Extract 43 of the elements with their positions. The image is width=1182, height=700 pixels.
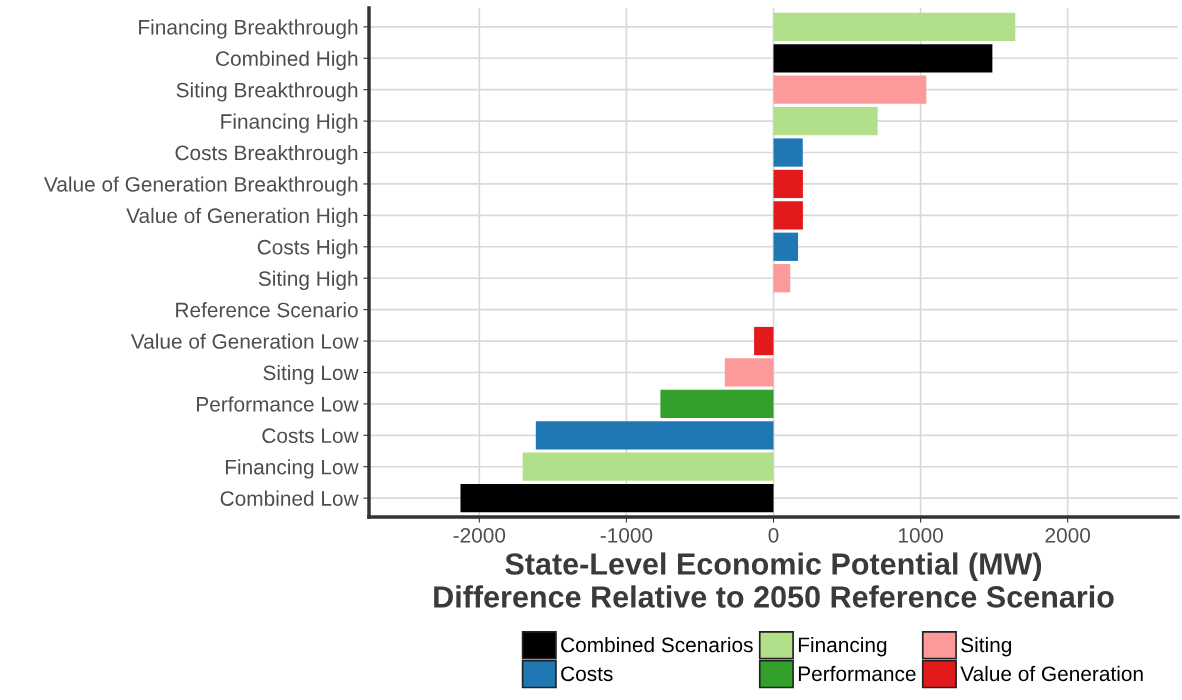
legend-label: Costs (561, 666, 613, 682)
x-tick-label: -2000 (453, 527, 506, 543)
legend-label: Financing (798, 636, 887, 657)
y-tick-label: Siting High (258, 270, 358, 291)
x-tick-label: 1000 (899, 527, 943, 543)
bar (773, 106, 878, 136)
legend-label: Combined Scenarios (561, 636, 753, 653)
y-tick-label: Combined High (216, 50, 358, 71)
legend-label: Performance (798, 665, 916, 682)
y-tick-label: Siting Breakthrough (176, 82, 358, 102)
bar (773, 201, 803, 230)
y-tick-label: Costs Breakthrough (175, 144, 358, 165)
bar (460, 484, 774, 513)
y-tick-label: Financing Low (225, 459, 359, 479)
bar (773, 12, 1016, 41)
bar (522, 452, 774, 481)
x-tick-label: 0 (768, 527, 779, 543)
y-tick-label: Combined Low (220, 490, 359, 506)
y-tick-label: Financing Breakthrough (139, 19, 358, 39)
y-tick-label: Value of Generation Low (130, 333, 359, 349)
bar (773, 169, 803, 199)
bar (724, 358, 774, 387)
bar (773, 138, 803, 167)
y-tick-label: Value of Generation Breakthrough (44, 176, 358, 196)
y-tick-label: Performance Low (197, 396, 359, 412)
y-tick-label: Siting Low (263, 364, 359, 385)
y-tick-label: Financing High (221, 113, 358, 133)
y-tick-label: Value of Generation High (126, 207, 358, 228)
legend-label: Value of Generation (960, 665, 1143, 682)
x-axis-title: State-Level Economic Potential (MW) Difference Relative to 2050 Reference Scenario (434, 552, 1114, 608)
y-tick-label: Costs Low (262, 428, 359, 444)
bar (773, 232, 799, 261)
bar (754, 326, 774, 356)
bar (660, 389, 774, 419)
legend-label: Siting (961, 636, 1012, 657)
bar (773, 75, 927, 104)
x-tick-label: -1000 (600, 527, 653, 543)
bar (773, 44, 993, 73)
y-tick-label: Reference Scenario (176, 302, 358, 318)
x-tick-label: 2000 (1045, 527, 1091, 543)
bar (535, 421, 774, 450)
y-tick-label: Costs High (257, 239, 358, 259)
bar (773, 264, 791, 293)
